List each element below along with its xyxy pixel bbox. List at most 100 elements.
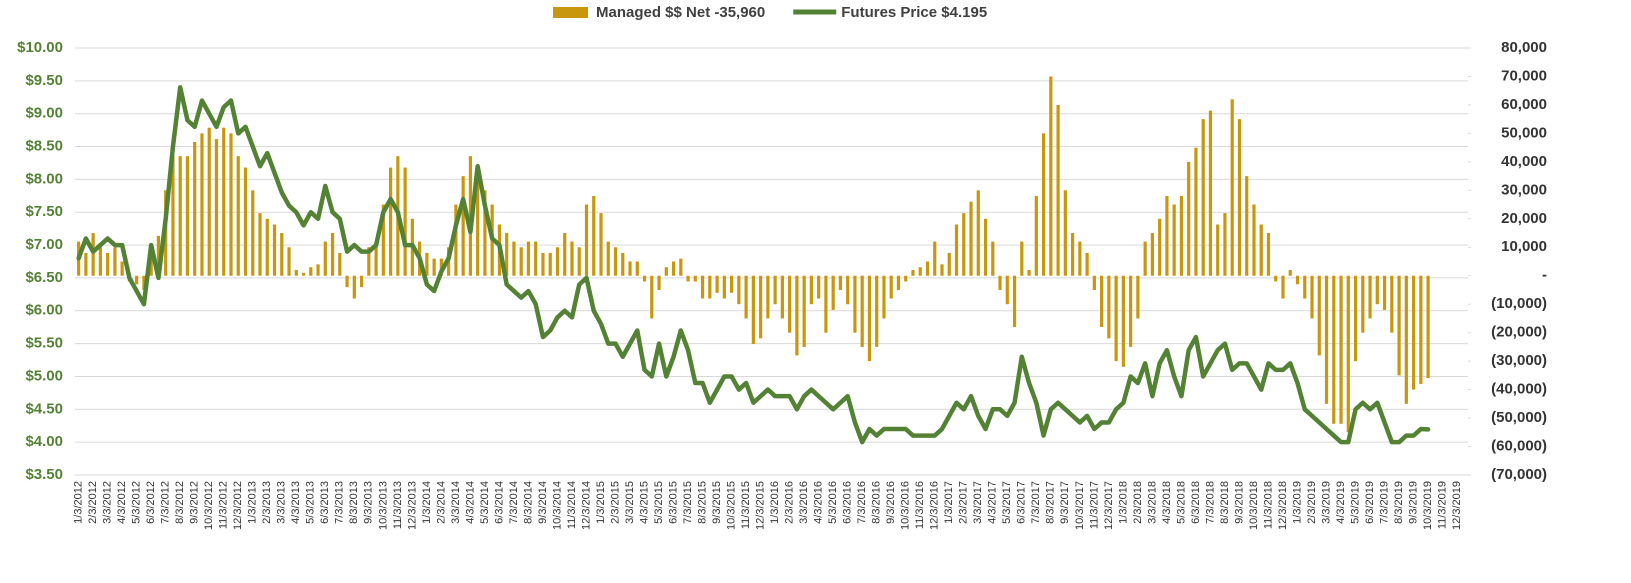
- bar: [1150, 233, 1154, 276]
- bar: [526, 241, 531, 276]
- bar: [983, 218, 988, 276]
- x-tick-label: 9/3/2015: [711, 481, 723, 524]
- x-tick-label: 12/3/2019: [1451, 481, 1463, 530]
- bar: [1288, 270, 1292, 276]
- x-tick-label: 9/3/2013: [363, 481, 375, 524]
- y2-tick-label: (20,000): [1491, 324, 1547, 341]
- bar: [751, 275, 755, 345]
- x-tick-label: 2/3/2012: [87, 481, 99, 524]
- bar: [780, 275, 784, 319]
- x-tick-label: 2/3/2017: [958, 481, 970, 524]
- bar: [1194, 147, 1198, 276]
- x-tick-label: 6/3/2015: [667, 481, 679, 524]
- bar: [1426, 275, 1430, 379]
- x-tick-label: 4/3/2016: [813, 481, 825, 524]
- x-tick-label: 8/3/2016: [871, 481, 883, 524]
- bar: [954, 224, 959, 276]
- y-tick-label: $4.00: [25, 433, 63, 450]
- bar: [563, 233, 567, 276]
- bar: [1172, 204, 1176, 276]
- bar: [200, 133, 204, 276]
- x-tick-label: 10/3/2018: [1248, 481, 1260, 530]
- y2-tick-label: 80,000: [1501, 39, 1547, 56]
- bar: [715, 275, 719, 293]
- x-tick-label: 6/3/2019: [1364, 481, 1376, 524]
- x-tick-label: 2/3/2016: [784, 481, 796, 524]
- x-tick-label: 11/3/2015: [740, 481, 752, 529]
- y-tick-label: $10.00: [17, 39, 63, 56]
- bar: [381, 204, 385, 276]
- bar: [1419, 275, 1423, 384]
- bar: [911, 270, 915, 276]
- bar: [1216, 224, 1220, 276]
- x-tick-label: 11/3/2014: [566, 481, 578, 529]
- bar: [577, 247, 581, 276]
- bar: [766, 275, 770, 319]
- bar: [759, 275, 763, 339]
- bar: [860, 275, 864, 347]
- y2-tick-label: 40,000: [1501, 153, 1547, 170]
- bar: [1274, 275, 1278, 282]
- bar: [214, 139, 219, 276]
- bar: [367, 247, 371, 276]
- bar: [359, 275, 364, 288]
- x-tick-label: 7/3/2014: [508, 481, 520, 524]
- bar: [991, 241, 995, 276]
- x-tick-label: 10/3/2016: [900, 481, 912, 530]
- x-tick-label: 9/3/2012: [189, 481, 201, 524]
- x-tick-label: 2/3/2019: [1306, 481, 1318, 524]
- y2-tick-label: (70,000): [1491, 466, 1547, 483]
- x-tick-label: 5/3/2019: [1349, 481, 1361, 524]
- bar: [1339, 275, 1343, 424]
- bar: [1107, 275, 1111, 339]
- x-tick-label: 3/3/2018: [1146, 481, 1158, 524]
- bar: [1121, 275, 1125, 367]
- bar: [1179, 196, 1184, 276]
- x-tick-label: 2/3/2015: [609, 481, 621, 524]
- bar: [1223, 213, 1227, 276]
- x-tick-label: 7/3/2012: [160, 481, 172, 524]
- bar: [1005, 275, 1009, 305]
- bar: [461, 176, 465, 276]
- y2-tick-label: 30,000: [1501, 181, 1547, 198]
- bar: [84, 252, 88, 276]
- y2-tick-label: (10,000): [1491, 295, 1547, 312]
- bar: [1056, 104, 1060, 276]
- bar: [1346, 275, 1350, 433]
- x-tick-label: 1/3/2013: [247, 481, 259, 524]
- bar: [106, 252, 110, 276]
- y-tick-label: $7.00: [25, 236, 63, 253]
- x-tick-label: 6/3/2013: [319, 481, 331, 524]
- bar: [657, 275, 661, 290]
- bar: [1078, 241, 1082, 276]
- bar: [1303, 275, 1307, 299]
- bar: [1237, 119, 1242, 276]
- legend-label: Managed $$ Net -35,960: [596, 4, 765, 21]
- x-tick-label: 2/3/2013: [261, 481, 273, 524]
- bar: [316, 264, 320, 276]
- x-tick-label: 8/3/2018: [1219, 481, 1231, 524]
- x-tick-label: 12/3/2012: [232, 481, 244, 530]
- bar: [272, 224, 277, 276]
- x-tick-label: 3/3/2016: [798, 481, 810, 524]
- x-tick-label: 1/3/2016: [769, 481, 781, 524]
- bar: [621, 252, 625, 276]
- bar: [113, 247, 117, 276]
- x-tick-label: 3/3/2013: [276, 481, 288, 524]
- bar: [962, 213, 966, 276]
- bar: [1353, 275, 1358, 362]
- bar: [642, 275, 647, 282]
- bar: [773, 275, 777, 305]
- x-tick-label: 10/3/2017: [1074, 481, 1086, 530]
- x-tick-label: 1/3/2018: [1117, 481, 1129, 524]
- bar: [432, 258, 436, 276]
- y2-tick-label: 20,000: [1501, 210, 1547, 227]
- bar: [142, 275, 146, 290]
- bar: [135, 275, 139, 285]
- bar: [1165, 196, 1169, 276]
- x-tick-label: 7/3/2017: [1030, 481, 1042, 524]
- bar: [904, 275, 908, 282]
- bar: [664, 267, 668, 276]
- y2-tick-label: 10,000: [1501, 238, 1547, 255]
